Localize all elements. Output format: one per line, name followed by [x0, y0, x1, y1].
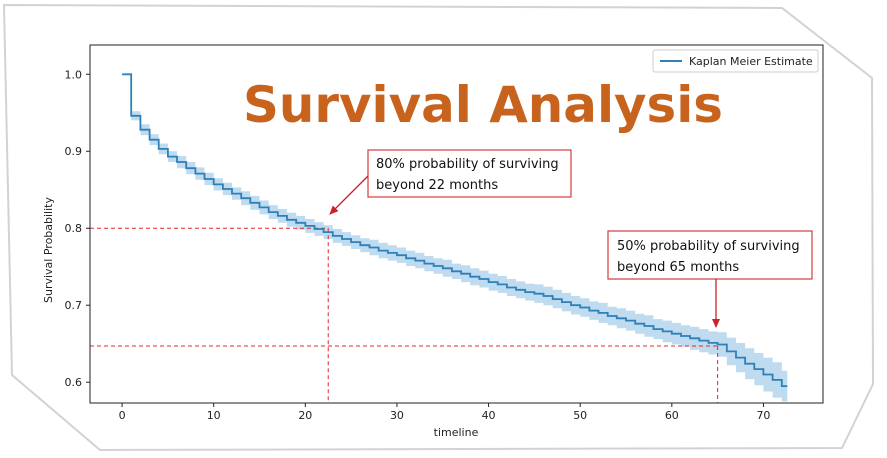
annotation-line: 80% probability of surviving — [376, 157, 559, 172]
x-tick-label: 0 — [119, 409, 126, 422]
y-tick-label: 0.9 — [65, 145, 83, 158]
annotation-80pct: 80% probability of surviving beyond 22 m… — [329, 149, 572, 215]
survival-step-line — [122, 73, 788, 388]
x-tick-label: 70 — [756, 409, 770, 422]
confidence-band — [122, 74, 788, 402]
x-tick-label: 60 — [665, 409, 679, 422]
annotation-line: beyond 65 months — [617, 260, 739, 275]
annotation-box — [367, 149, 572, 198]
x-axis: 0 10 20 30 40 50 60 70 — [119, 403, 770, 422]
annotation-50pct: 50% probability of surviving beyond 65 m… — [607, 230, 813, 328]
plot-area — [89, 44, 824, 404]
y-tick-label: 0.6 — [65, 376, 83, 389]
x-tick-label: 30 — [390, 409, 404, 422]
y-tick-label: 1.0 — [65, 68, 83, 81]
survival-line-group — [122, 73, 788, 388]
y-tick-label: 0.7 — [65, 299, 83, 312]
x-tick-label: 10 — [207, 409, 221, 422]
legend-box — [652, 49, 819, 73]
x-tick-label: 40 — [482, 409, 496, 422]
legend-label: Kaplan Meier Estimate — [689, 55, 813, 68]
reference-lines-group — [90, 227, 719, 403]
chart-title: Survival Analysis — [243, 76, 723, 134]
annotation-arrow — [329, 175, 369, 215]
annotation-box — [607, 230, 813, 280]
x-axis-label: timeline — [434, 426, 479, 439]
x-tick-label: 20 — [298, 409, 312, 422]
confidence-band-group — [122, 74, 788, 402]
y-tick-label: 0.8 — [65, 222, 83, 235]
legend: Kaplan Meier Estimate — [652, 49, 819, 73]
annotation-line: 50% probability of surviving — [617, 239, 800, 254]
y-axis: 0.6 0.7 0.8 0.9 1.0 — [65, 68, 90, 389]
x-tick-label: 50 — [573, 409, 587, 422]
y-axis-label: Survival Probability — [42, 197, 55, 303]
annotation-line: beyond 22 months — [376, 178, 498, 193]
